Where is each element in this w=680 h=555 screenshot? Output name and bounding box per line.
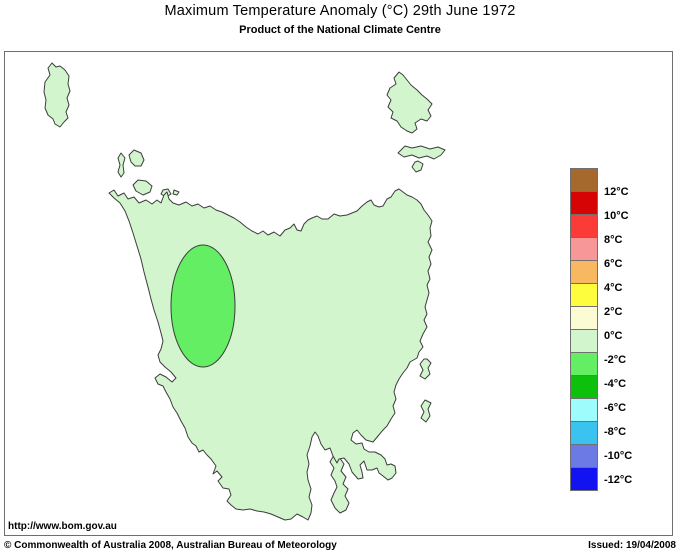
legend-label: -10°C xyxy=(604,450,633,462)
legend-label: -6°C xyxy=(604,402,627,414)
legend-boxes xyxy=(570,168,598,491)
robbins-island xyxy=(132,179,153,196)
schouten-island xyxy=(420,399,432,423)
legend-color-box xyxy=(570,260,598,284)
tasmania-mainland xyxy=(108,188,433,521)
page-subtitle: Product of the National Climate Centre xyxy=(239,24,441,36)
legend-label: 12°C xyxy=(604,186,629,198)
three-hummock-island xyxy=(128,149,145,167)
page-title: Maximum Temperature Anomaly (°C) 29th Ju… xyxy=(164,3,516,19)
legend-label: -4°C xyxy=(604,378,627,390)
clarke-island xyxy=(411,160,424,173)
legend-color-box xyxy=(570,214,598,238)
small-islet xyxy=(172,189,180,196)
legend-color-box xyxy=(570,444,598,468)
legend-color-box xyxy=(570,237,598,261)
legend-label: -8°C xyxy=(604,426,627,438)
map-panel: 12°C 10°C 8°C 6°C 4°C 2°C 0°C -2°C -4°C -6°C -8°C -… xyxy=(4,51,673,536)
tasmania-map xyxy=(43,62,446,521)
legend-label: -12°C xyxy=(604,474,633,486)
maria-island xyxy=(419,358,432,380)
legend-color-box xyxy=(570,421,598,445)
legend-label: 0°C xyxy=(604,330,623,342)
legend-color-box xyxy=(570,467,598,491)
copyright-notice: © Commonwealth of Australia 2008, Austra… xyxy=(4,540,337,551)
anomaly-ellipse xyxy=(170,244,236,368)
cape-barren-island xyxy=(397,145,446,160)
bom-url: http://www.bom.gov.au xyxy=(8,521,117,532)
legend-color-box xyxy=(570,306,598,330)
legend-color-box xyxy=(570,375,598,399)
hunter-island xyxy=(117,152,126,178)
legend-label: 4°C xyxy=(604,282,623,294)
legend-label: -2°C xyxy=(604,354,627,366)
legend-label: 8°C xyxy=(604,234,623,246)
legend-color-box xyxy=(570,352,598,376)
king-island xyxy=(43,62,71,128)
legend-color-box xyxy=(570,191,598,215)
legend-label: 10°C xyxy=(604,210,629,222)
legend-label: 6°C xyxy=(604,258,623,270)
legend-color-box xyxy=(570,398,598,422)
legend-color-box xyxy=(570,329,598,353)
issued-date: Issued: 19/04/2008 xyxy=(588,540,676,551)
legend-color-box xyxy=(570,168,598,192)
flinders-island xyxy=(386,71,433,134)
legend-label: 2°C xyxy=(604,306,623,318)
legend-color-box xyxy=(570,283,598,307)
bruny-island xyxy=(329,454,350,514)
